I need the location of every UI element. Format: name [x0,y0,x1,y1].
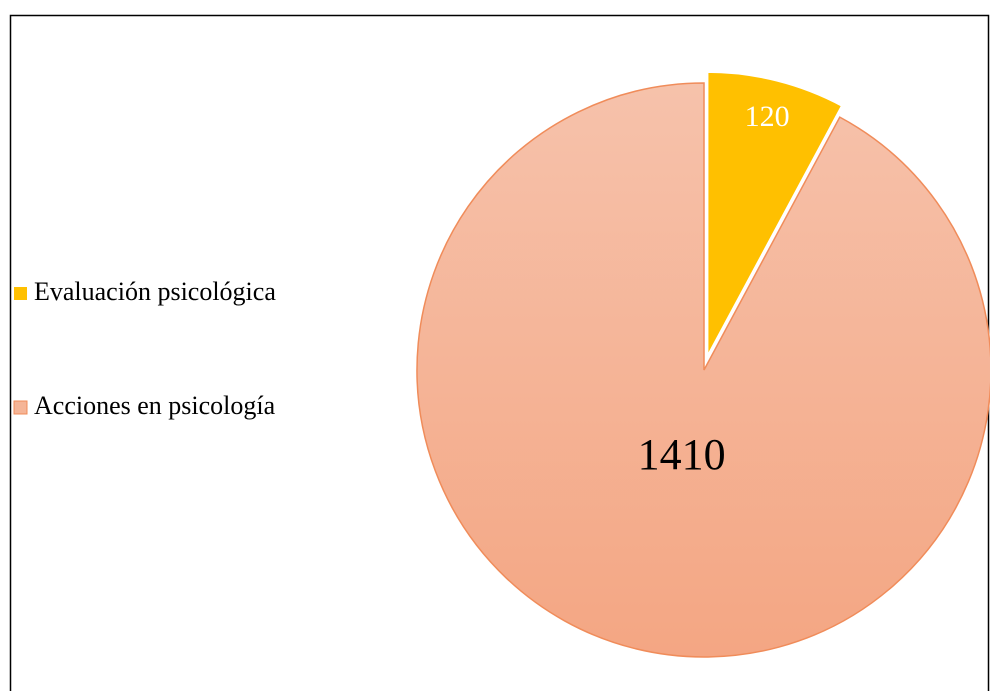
legend-swatch [14,287,27,300]
legend-label: Evaluación psicológica [34,277,276,306]
legend-label: Acciones en psicología [34,391,276,420]
legend-swatch [13,400,28,415]
pie-slice [416,82,990,658]
pie-slice [705,69,845,360]
data-label: 1410 [638,430,726,479]
data-label: 120 [745,100,790,133]
